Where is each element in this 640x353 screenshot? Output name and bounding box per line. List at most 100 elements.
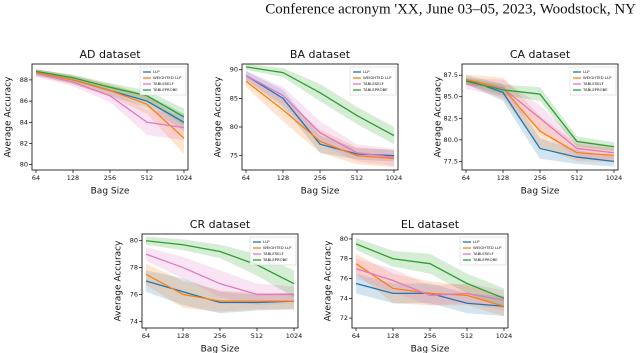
series-line bbox=[145, 253, 294, 296]
x-tick-label: 1024 bbox=[386, 174, 403, 182]
legend-label: TABLESELF bbox=[472, 251, 494, 256]
x-tick-label: 128 bbox=[177, 332, 189, 340]
legend-label: WEIGHTED LLP bbox=[153, 75, 182, 80]
error-band bbox=[146, 247, 294, 306]
y-tick-label: 85 bbox=[230, 94, 238, 102]
legend-label: WEIGHTED LLP bbox=[473, 245, 502, 250]
y-tick-label: 82.5 bbox=[444, 114, 458, 122]
x-tick-label: 512 bbox=[571, 174, 583, 182]
y-tick-label: 85.0 bbox=[444, 93, 458, 101]
legend-label: TABLEPROBE bbox=[582, 87, 608, 92]
plot-frame bbox=[461, 63, 619, 171]
x-tick-label: 64 bbox=[32, 174, 40, 182]
plot-frame bbox=[141, 233, 299, 329]
y-tick-label: 74 bbox=[340, 294, 348, 302]
y-tick-label: 82 bbox=[20, 140, 28, 148]
legend-label: WEIGHTED LLP bbox=[583, 75, 612, 80]
legend-label: WEIGHTED LLP bbox=[263, 245, 292, 250]
x-tick-label: 64 bbox=[462, 174, 470, 182]
legend-label: TABLESELF bbox=[152, 81, 174, 86]
y-tick-label: 90 bbox=[230, 66, 238, 74]
error-band bbox=[146, 263, 294, 312]
y-tick-label: 78 bbox=[130, 264, 138, 272]
y-tick-label: 88 bbox=[20, 76, 28, 84]
y-axis-label: Average Accuracy bbox=[324, 240, 334, 322]
legend-label: TABLEPROBE bbox=[262, 257, 288, 262]
chart-title: CR dataset bbox=[190, 218, 251, 231]
error-band bbox=[466, 75, 614, 167]
error-band bbox=[356, 253, 504, 317]
y-tick-label: 75 bbox=[230, 152, 238, 160]
chart-title: BA dataset bbox=[290, 48, 351, 61]
x-axis-label: Bag Size bbox=[91, 187, 130, 197]
y-tick-label: 76 bbox=[340, 275, 348, 283]
y-axis-label: Average Accuracy bbox=[114, 240, 124, 322]
x-tick-label: 128 bbox=[67, 174, 79, 182]
y-tick-label: 86 bbox=[20, 97, 28, 105]
series-line bbox=[145, 240, 295, 285]
x-tick-label: 128 bbox=[387, 332, 399, 340]
error-band bbox=[356, 258, 504, 311]
running-head: Conference acronym 'XX, June 03–05, 2023… bbox=[265, 1, 636, 17]
plot-frame bbox=[241, 63, 399, 171]
series-line bbox=[355, 243, 505, 299]
series-line bbox=[355, 263, 505, 307]
series-line bbox=[355, 268, 505, 301]
legend-label: TABLESELF bbox=[582, 81, 604, 86]
error-band bbox=[356, 237, 504, 309]
x-tick-label: 1024 bbox=[496, 332, 513, 340]
x-axis-label: Bag Size bbox=[301, 187, 340, 197]
x-tick-label: 512 bbox=[461, 332, 473, 340]
x-tick-label: 64 bbox=[242, 174, 250, 182]
plot-frame bbox=[31, 63, 189, 171]
y-tick-label: 76 bbox=[130, 290, 138, 298]
y-tick-label: 74 bbox=[130, 317, 138, 325]
legend-label: LLP bbox=[363, 69, 370, 74]
chart-title: AD dataset bbox=[79, 48, 141, 61]
x-tick-label: 512 bbox=[351, 174, 363, 182]
series-line bbox=[245, 66, 395, 137]
y-tick-label: 87.5 bbox=[444, 71, 458, 79]
x-tick-label: 512 bbox=[141, 174, 153, 182]
x-tick-label: 1024 bbox=[176, 174, 193, 182]
x-tick-label: 256 bbox=[534, 174, 546, 182]
y-tick-label: 80 bbox=[340, 235, 348, 243]
y-tick-label: 80 bbox=[130, 237, 138, 245]
legend-label: WEIGHTED LLP bbox=[363, 75, 392, 80]
x-tick-label: 512 bbox=[251, 332, 263, 340]
series-line bbox=[465, 78, 615, 156]
y-axis-label: Average Accuracy bbox=[434, 76, 444, 158]
series-line bbox=[35, 72, 185, 129]
x-tick-label: 256 bbox=[104, 174, 116, 182]
series-line bbox=[465, 80, 615, 148]
legend-label: TABLEPROBE bbox=[152, 87, 178, 92]
y-axis-label: Average Accuracy bbox=[4, 76, 14, 158]
y-tick-label: 72 bbox=[340, 314, 348, 322]
x-tick-label: 1024 bbox=[606, 174, 623, 182]
series-line bbox=[245, 74, 395, 159]
x-tick-label: 64 bbox=[142, 332, 150, 340]
y-tick-label: 84 bbox=[20, 118, 28, 126]
legend-label: TABLESELF bbox=[362, 81, 384, 86]
y-tick-label: 78 bbox=[340, 255, 348, 263]
x-tick-label: 128 bbox=[277, 174, 289, 182]
error-band bbox=[246, 70, 394, 166]
x-tick-label: 256 bbox=[214, 332, 226, 340]
chart-title: EL dataset bbox=[401, 218, 460, 231]
error-band bbox=[466, 78, 614, 160]
x-tick-label: 256 bbox=[314, 174, 326, 182]
legend-label: TABLEPROBE bbox=[472, 257, 498, 262]
legend-label: LLP bbox=[153, 69, 160, 74]
x-tick-label: 64 bbox=[352, 332, 360, 340]
error-band bbox=[246, 64, 394, 145]
y-axis-label: Average Accuracy bbox=[214, 76, 224, 158]
y-tick-label: 80 bbox=[230, 123, 238, 131]
x-axis-label: Bag Size bbox=[201, 345, 240, 353]
y-tick-label: 77.5 bbox=[444, 157, 458, 165]
legend-label: LLP bbox=[473, 239, 480, 244]
legend-label: LLP bbox=[263, 239, 270, 244]
series-line bbox=[35, 71, 185, 139]
series-line bbox=[465, 78, 615, 163]
x-tick-label: 256 bbox=[424, 332, 436, 340]
